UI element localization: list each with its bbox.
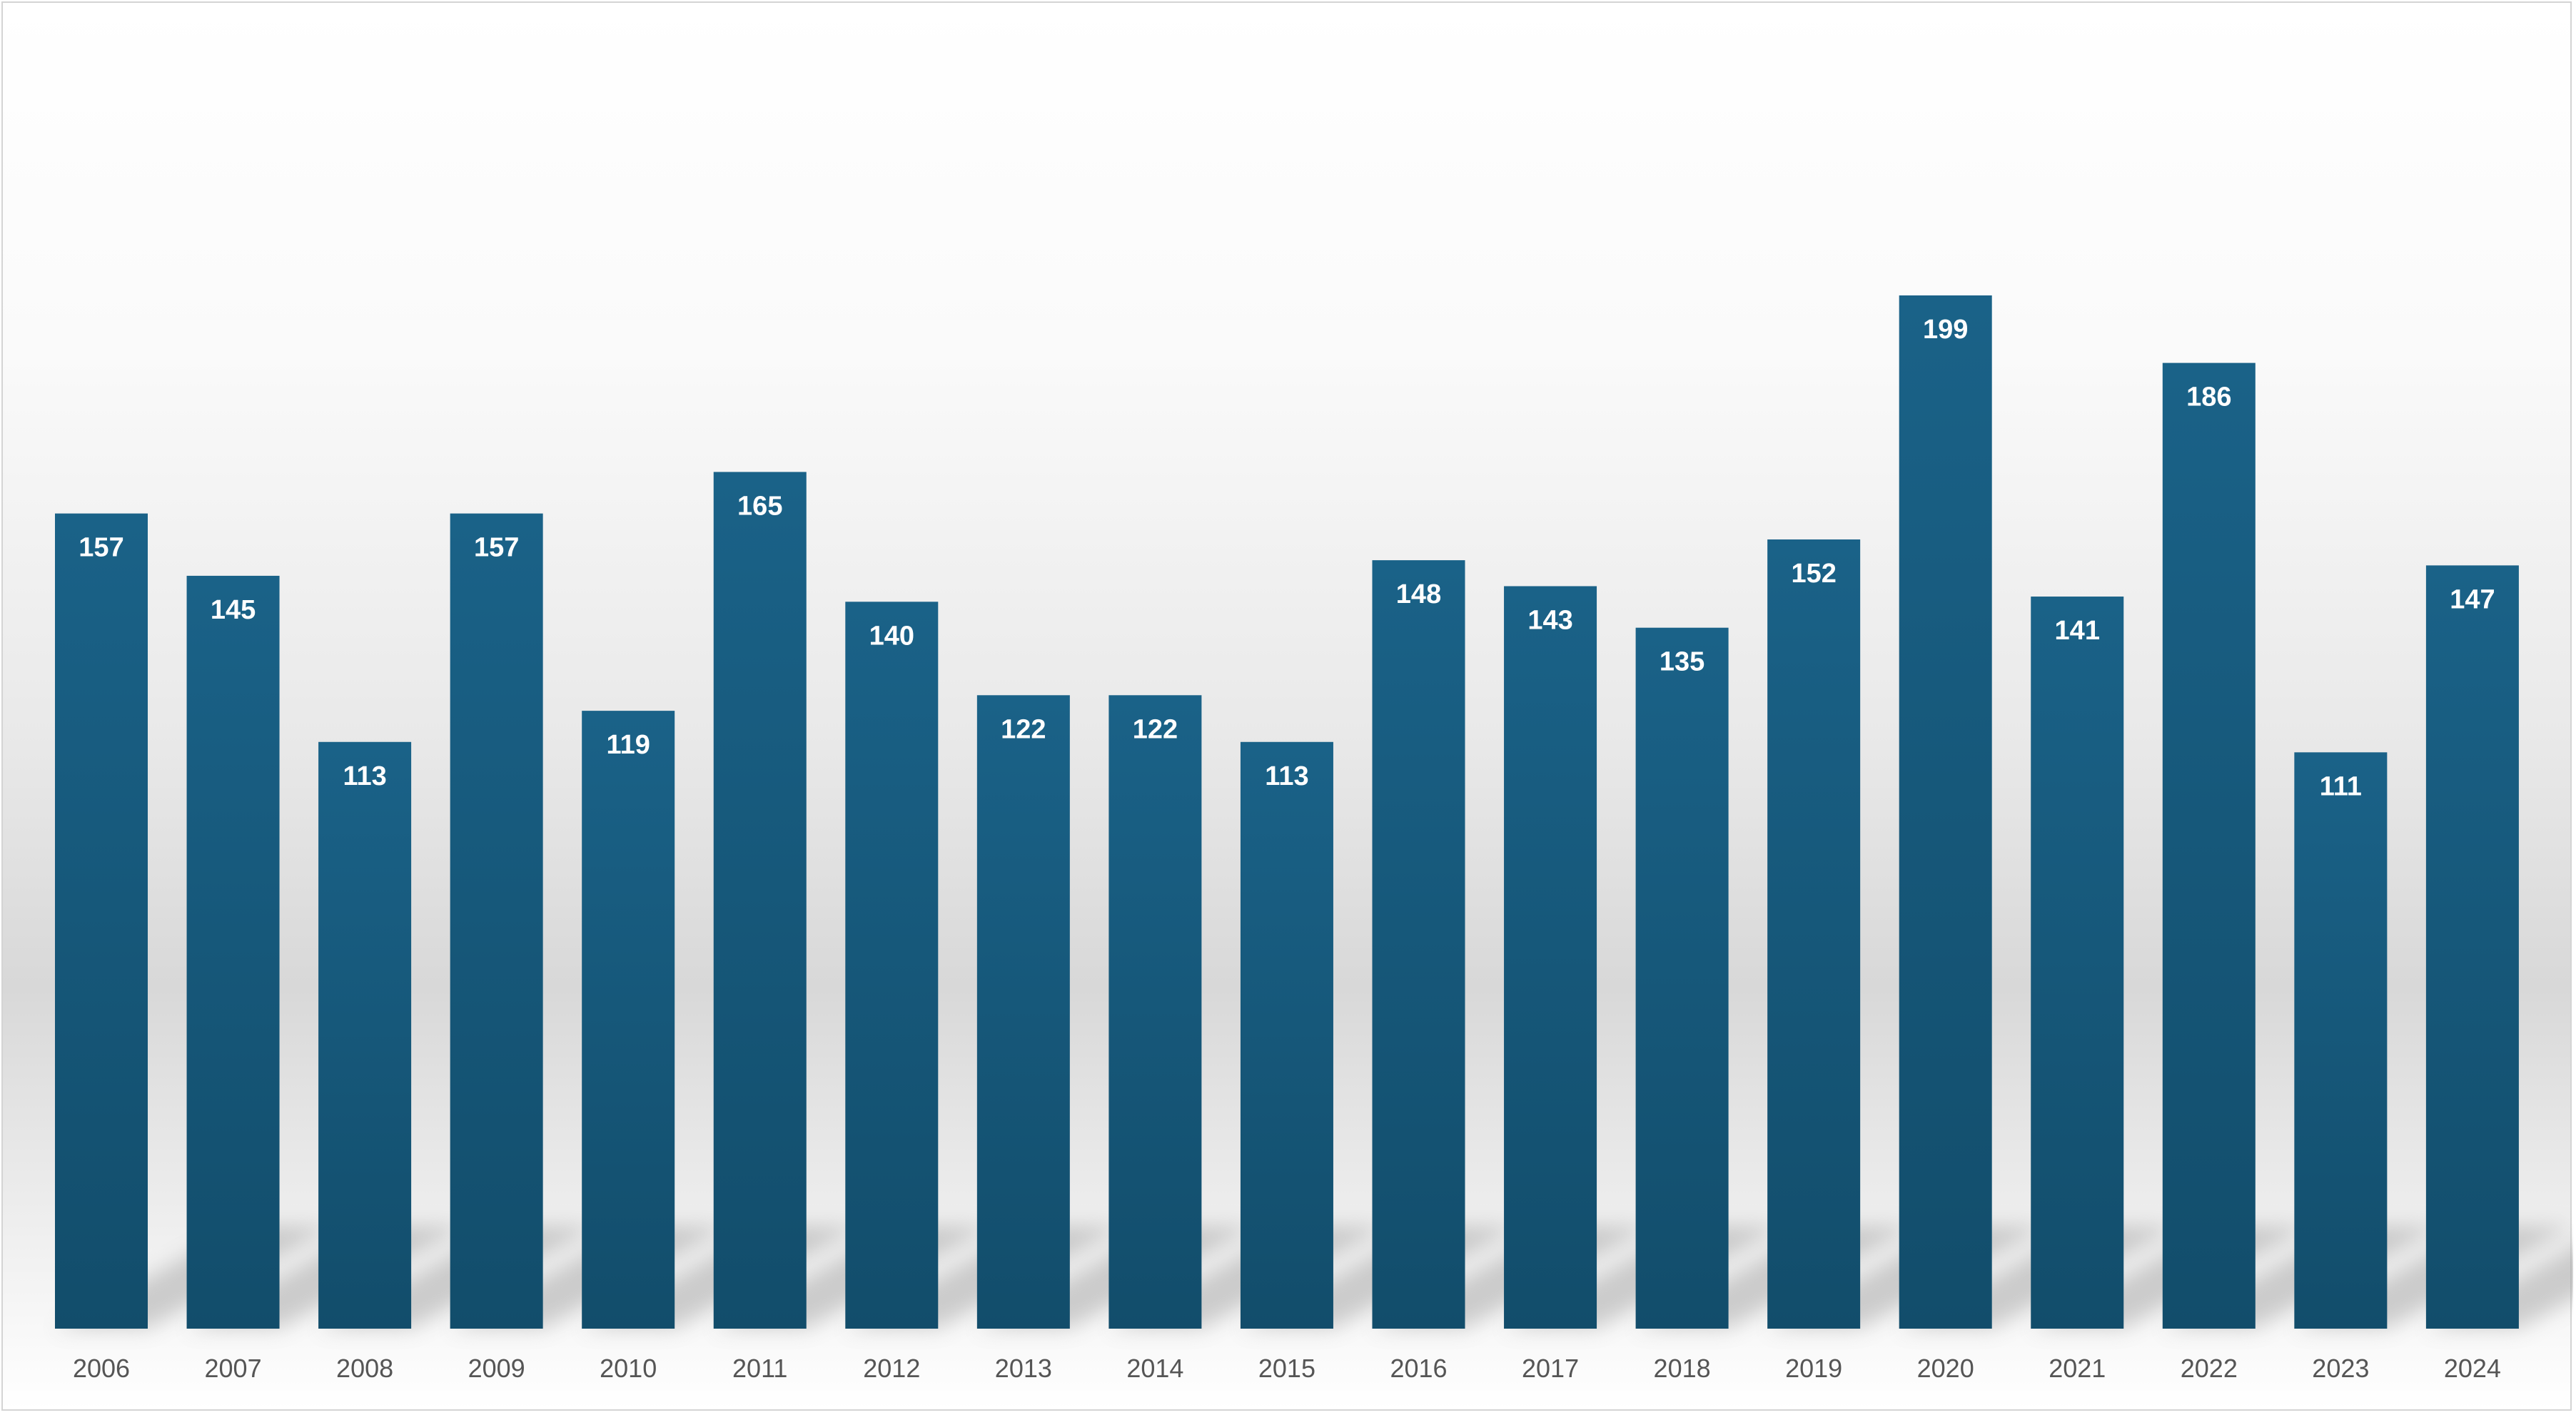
bar-2006 — [55, 513, 148, 1329]
x-tick-label-2016: 2016 — [1390, 1354, 1447, 1383]
bar-2009 — [450, 513, 543, 1329]
data-label-2024: 147 — [2450, 584, 2495, 614]
x-tick-label-2008: 2008 — [336, 1354, 393, 1383]
data-label-2011: 165 — [737, 491, 782, 521]
x-tick-label-2023: 2023 — [2312, 1354, 2369, 1383]
bar-2014 — [1108, 695, 1202, 1329]
bar-2008 — [318, 741, 412, 1329]
bar-2024 — [2425, 565, 2519, 1329]
bar-2023 — [2294, 752, 2388, 1329]
data-label-2007: 145 — [211, 595, 256, 625]
x-tick-label-2014: 2014 — [1126, 1354, 1183, 1383]
x-tick-label-2017: 2017 — [1522, 1354, 1579, 1383]
x-tick-label-2007: 2007 — [205, 1354, 262, 1383]
value-labels-group: 157 145 113 157 119 165 140 122 122 113 148 143 135 1… — [79, 315, 2495, 801]
bar-2007 — [186, 575, 280, 1329]
bar-2021 — [2031, 597, 2124, 1329]
bar-chart: 157 145 113 157 119 165 140 122 122 113 148 143 135 1… — [55, 295, 2573, 1383]
bar-2015 — [1240, 741, 1333, 1329]
x-tick-label-2020: 2020 — [1917, 1354, 1974, 1383]
x-tick-label-2013: 2013 — [995, 1354, 1052, 1383]
data-label-2023: 111 — [2320, 771, 2362, 801]
x-tick-label-2011: 2011 — [732, 1354, 787, 1383]
bar-2022 — [2162, 362, 2256, 1329]
data-label-2010: 119 — [607, 730, 650, 760]
x-tick-label-2015: 2015 — [1258, 1354, 1315, 1383]
data-label-2017: 143 — [1527, 605, 1572, 635]
data-label-2021: 141 — [2055, 616, 2100, 646]
bar-2020 — [1899, 295, 1992, 1329]
bar-2019 — [1767, 539, 1861, 1329]
x-axis-tick-labels: 2006 2007 2008 2009 2010 2011 2012 2013 2014 2015… — [73, 1354, 2501, 1383]
bar-2010 — [582, 711, 675, 1329]
x-tick-label-2021: 2021 — [2049, 1354, 2106, 1383]
bar-2013 — [976, 695, 1070, 1329]
x-tick-label-2022: 2022 — [2181, 1354, 2238, 1383]
bar-2018 — [1635, 627, 1729, 1329]
x-tick-label-2009: 2009 — [468, 1354, 525, 1383]
data-label-2019: 152 — [1791, 559, 1836, 589]
data-label-2014: 122 — [1133, 714, 1178, 744]
data-label-2006: 157 — [79, 533, 123, 563]
x-tick-label-2019: 2019 — [1785, 1354, 1842, 1383]
x-tick-label-2012: 2012 — [863, 1354, 920, 1383]
bar-2016 — [1372, 560, 1465, 1329]
data-label-2009: 157 — [474, 533, 519, 563]
data-label-2022: 186 — [2186, 382, 2231, 412]
x-tick-label-2018: 2018 — [1654, 1354, 1711, 1383]
x-tick-label-2006: 2006 — [73, 1354, 130, 1383]
x-tick-label-2024: 2024 — [2444, 1354, 2501, 1383]
bars-group — [55, 295, 2519, 1329]
bar-2011 — [713, 472, 807, 1329]
data-label-2020: 199 — [1923, 315, 1968, 345]
data-label-2012: 140 — [869, 621, 914, 651]
data-label-2013: 122 — [1001, 714, 1046, 744]
data-label-2018: 135 — [1660, 647, 1704, 677]
x-tick-label-2010: 2010 — [600, 1354, 657, 1383]
data-label-2016: 148 — [1396, 579, 1441, 609]
bar-2017 — [1504, 586, 1597, 1329]
data-label-2008: 113 — [343, 761, 386, 791]
bar-2012 — [845, 602, 939, 1329]
data-label-2015: 113 — [1265, 761, 1308, 791]
